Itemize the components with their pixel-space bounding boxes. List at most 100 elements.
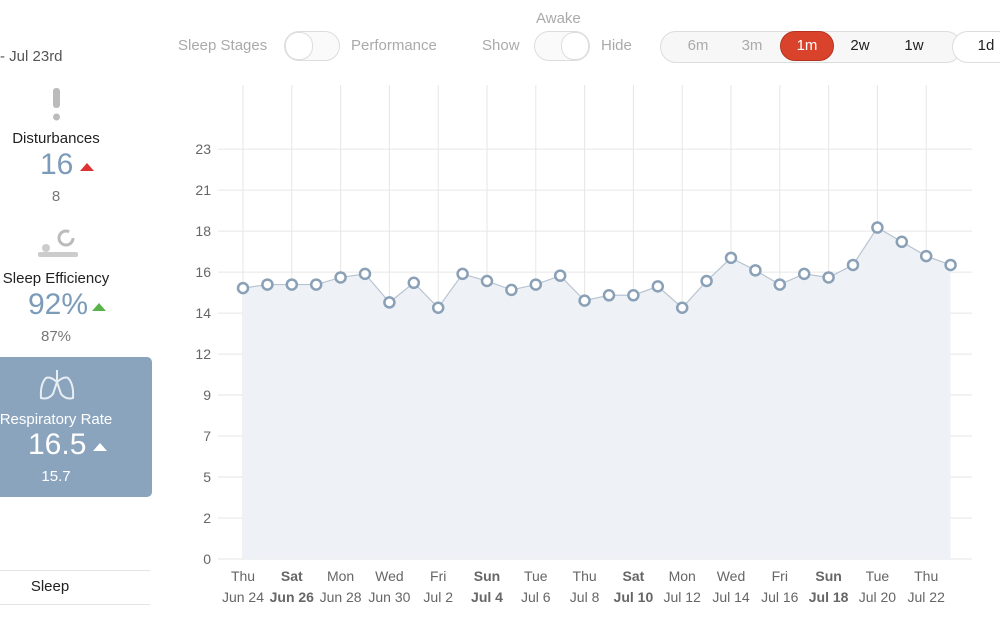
trend-up [93, 443, 107, 451]
point [773, 278, 787, 291]
y-tick-label: 5 [203, 469, 211, 485]
x-tick-weekday: Sat [281, 568, 303, 584]
x-tick-weekday: Wed [375, 568, 404, 584]
area [243, 227, 951, 559]
y-tick-label: 7 [203, 428, 211, 444]
lungs-icon [39, 370, 75, 400]
point [553, 269, 567, 282]
point [895, 235, 909, 249]
trend-up [80, 163, 94, 171]
efficiency-icon [38, 229, 78, 257]
x-tick-label: Jul 2 [423, 589, 453, 605]
toggle-knob [285, 32, 313, 60]
metric-baseline: 8 [51, 188, 61, 205]
x-tick-weekday: Sat [623, 568, 645, 584]
point [431, 301, 445, 314]
y-tick-label: 14 [195, 305, 211, 321]
range-button[interactable]: 1w [904, 37, 924, 54]
point [309, 278, 323, 291]
x-tick-weekday: Fri [772, 568, 788, 584]
x-tick-weekday: Tue [524, 568, 548, 584]
point [797, 267, 811, 281]
x-tick-label: Jul 6 [521, 589, 551, 605]
y-tick-label: 18 [195, 223, 211, 239]
point [700, 274, 713, 288]
toggle-label: Performance [351, 37, 437, 54]
toggle-label: Sleep Stages [178, 37, 268, 54]
point [602, 289, 616, 302]
toggle-label: Show [482, 37, 520, 54]
metric-value: 92% [28, 288, 89, 321]
point [651, 280, 665, 293]
x-tick-label: Jul 20 [859, 589, 897, 605]
x-tick-weekday: Thu [573, 568, 597, 584]
y-tick-label: 2 [203, 510, 211, 526]
point [724, 251, 738, 265]
x-tick-weekday: Thu [914, 568, 938, 584]
point [505, 283, 518, 297]
trend-up [92, 303, 106, 311]
tab-bar [0, 570, 150, 605]
metric-baseline: 87% [40, 328, 72, 345]
point [822, 271, 835, 284]
selected-card[interactable] [0, 357, 152, 497]
point [627, 289, 640, 302]
point [529, 278, 543, 291]
point [675, 301, 689, 314]
point [456, 267, 469, 281]
x-tick-weekday: Wed [717, 568, 746, 584]
metric-label: Respiratory Rate [0, 411, 113, 428]
metric-label: Sleep Efficiency [2, 270, 110, 287]
metric-value: 16.5 [28, 428, 87, 461]
x-tick-label: Jul 8 [570, 589, 600, 605]
range-button[interactable]: 1m [780, 31, 834, 61]
point [383, 296, 396, 309]
toggle[interactable] [284, 31, 340, 61]
x-tick-weekday: Sun [474, 568, 500, 584]
point [358, 267, 372, 281]
toggle[interactable] [534, 31, 590, 61]
x-tick-label: Jul 4 [471, 589, 503, 605]
point [236, 281, 250, 295]
point [919, 249, 933, 263]
x-tick-label: Jul 22 [908, 589, 946, 605]
range-button[interactable]: 2w [850, 37, 870, 54]
point [285, 278, 299, 291]
range-button[interactable]: 6m [687, 37, 709, 54]
y-tick-label: 12 [195, 346, 211, 362]
point [334, 271, 347, 284]
x-tick-label: Jul 16 [761, 589, 799, 605]
x-tick-label: Jul 14 [712, 589, 750, 605]
point [480, 274, 494, 288]
x-tick-label: Jul 18 [809, 589, 849, 605]
toggle-label: Hide [601, 37, 632, 54]
toggle-title: Awake [536, 10, 581, 27]
range-group [952, 31, 1000, 63]
y-tick-label: 23 [195, 141, 211, 157]
x-tick-weekday: Sun [815, 568, 841, 584]
x-tick-label: Jun 24 [222, 589, 264, 605]
point [846, 258, 860, 272]
metric-value: 16 [40, 148, 74, 181]
y-tick-label: 0 [203, 551, 211, 567]
x-tick-weekday: Fri [430, 568, 446, 584]
x-tick-weekday: Thu [231, 568, 255, 584]
date-range: - Jul 23rd [0, 48, 63, 65]
range-button[interactable]: 3m [741, 37, 763, 54]
disturbance-icon [53, 88, 60, 121]
x-tick-weekday: Mon [327, 568, 354, 584]
x-tick-weekday: Tue [866, 568, 890, 584]
range-button[interactable]: 1d [977, 37, 995, 54]
y-tick-label: 16 [195, 264, 211, 280]
footer-tab[interactable]: Sleep [30, 578, 70, 595]
toggle-knob [561, 32, 589, 60]
x-tick-label: Jul 12 [664, 589, 702, 605]
metric-baseline: 15.7 [41, 468, 71, 485]
point [871, 221, 884, 234]
point [261, 278, 274, 291]
point [578, 294, 591, 307]
point [407, 276, 421, 290]
point [749, 264, 762, 277]
x-tick-weekday: Mon [669, 568, 696, 584]
